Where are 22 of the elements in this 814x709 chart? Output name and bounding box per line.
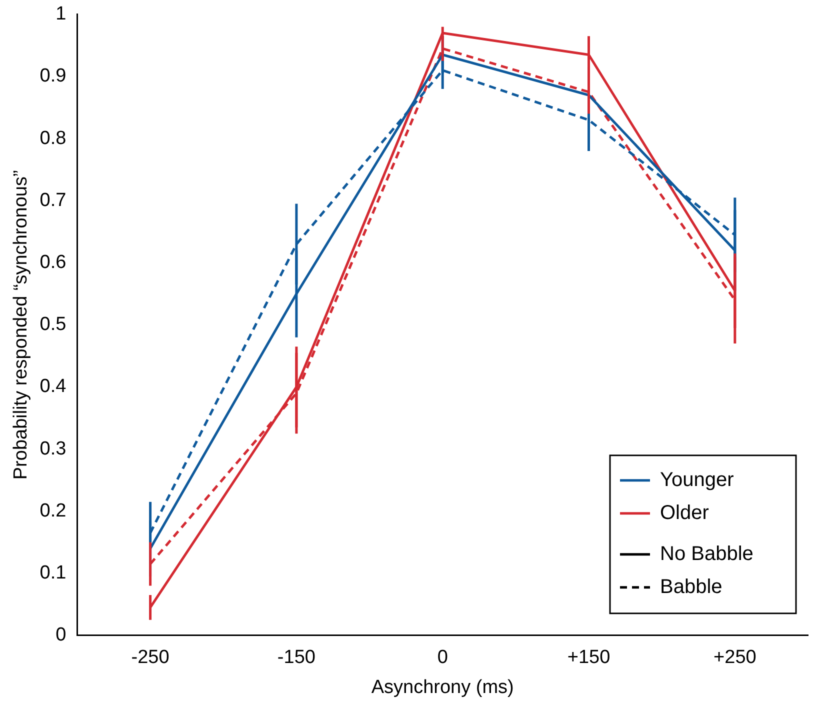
legend-label: Younger [660,468,734,491]
x-tick-label: -150 [277,647,316,668]
y-tick-label: 1 [56,4,66,25]
y-tick-label: 0.3 [40,438,66,460]
y-tick-label: 0.2 [40,500,66,522]
x-tick-label: 0 [437,647,448,668]
x-tick-label: +250 [714,647,756,668]
y-tick-label: 0.5 [40,314,66,336]
y-tick-label: 0.1 [40,562,66,584]
annotation: No Babble [660,542,754,565]
annotation: Babble [660,576,722,598]
y-tick-label: 0.6 [40,252,66,274]
y-tick-label: 0.9 [40,66,66,87]
y-axis-title: Probability responded “synchronous” [10,170,32,480]
y-tick-label: 0.7 [40,190,66,211]
x-tick-label: -250 [131,647,170,668]
legend-label: Older [660,502,710,524]
y-tick-label: 0 [56,624,66,646]
y-tick-label: 0.8 [40,128,66,149]
y-tick-label: 0.4 [40,376,67,398]
x-tick-label: +150 [567,647,610,668]
x-axis-title: Asynchrony (ms) [371,676,514,698]
